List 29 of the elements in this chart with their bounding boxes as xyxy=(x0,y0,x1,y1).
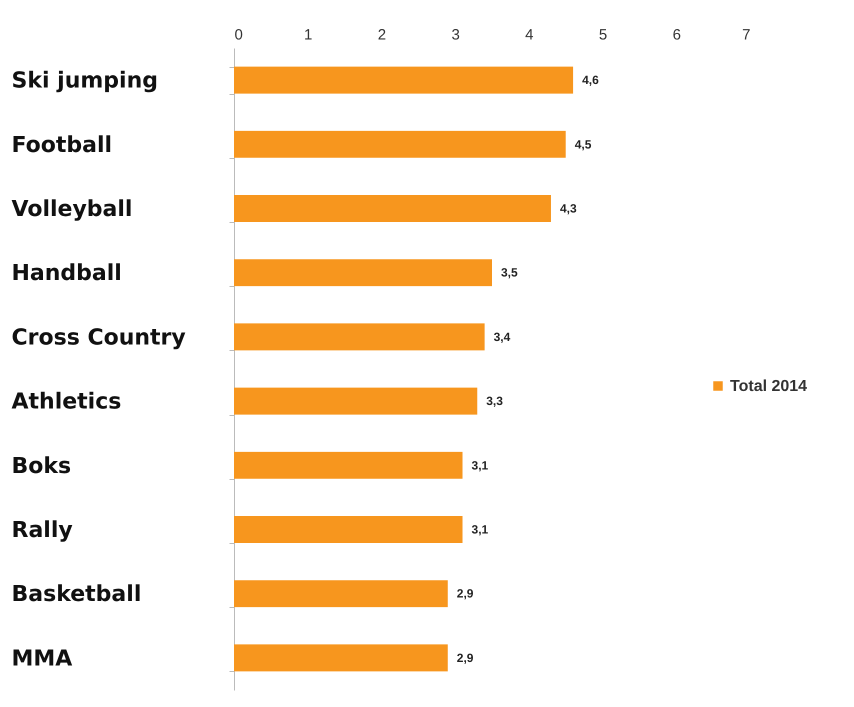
data-label: 3,3 xyxy=(486,394,504,408)
x-tick-label: 2 xyxy=(378,26,386,44)
y-tick-label: Football xyxy=(12,132,112,158)
y-tick-label: Boks xyxy=(12,454,72,479)
data-label: 2,9 xyxy=(456,586,474,601)
data-label: 4,5 xyxy=(574,137,592,152)
x-tick-label: 4 xyxy=(525,26,534,44)
y-tick-label: Basketball xyxy=(12,582,142,608)
y-tick-label: Volleyball xyxy=(12,197,132,222)
y-tick-label: Handball xyxy=(12,261,122,286)
data-label: 3,1 xyxy=(472,458,489,472)
x-tick-label: 5 xyxy=(598,26,608,44)
x-tick-label: 0 xyxy=(234,26,243,44)
y-tick-label: Ski jumping xyxy=(12,68,158,94)
legend-label: Total 2014 xyxy=(730,378,808,395)
data-label: 3,5 xyxy=(501,266,518,280)
x-tick-label: 3 xyxy=(451,26,460,44)
y-tick-label: Rally xyxy=(12,518,73,543)
x-tick-label: 1 xyxy=(304,26,312,44)
data-label: 3,1 xyxy=(472,522,489,536)
x-tick-label: 6 xyxy=(672,26,681,44)
data-label: 4,6 xyxy=(582,73,600,88)
data-label: 4,3 xyxy=(560,202,577,216)
data-label: 2,9 xyxy=(456,650,474,665)
y-tick-label: Athletics xyxy=(12,390,122,415)
y-tick-label: Cross Country xyxy=(12,325,186,350)
x-tick-label: 7 xyxy=(742,26,750,44)
data-label: 3,4 xyxy=(494,330,511,344)
y-tick-label: MMA xyxy=(12,646,72,672)
